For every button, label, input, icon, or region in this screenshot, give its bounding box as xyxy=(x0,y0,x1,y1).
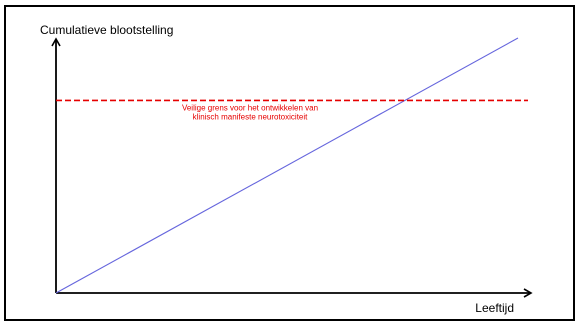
threshold-annotation-line-2: klinisch manifeste neurotoxiciteit xyxy=(193,112,308,121)
chart-frame xyxy=(4,5,575,321)
x-axis-arrow-icon xyxy=(523,288,533,298)
y-axis-title: Cumulatieve blootstelling xyxy=(40,23,173,37)
y-axis-arrow-icon xyxy=(51,37,61,47)
series-line-exposure xyxy=(55,37,519,294)
x-axis-title: Leeftijd xyxy=(475,301,514,315)
threshold-annotation-line-1: Veilige grens voor het ontwikkelen van xyxy=(182,103,318,112)
